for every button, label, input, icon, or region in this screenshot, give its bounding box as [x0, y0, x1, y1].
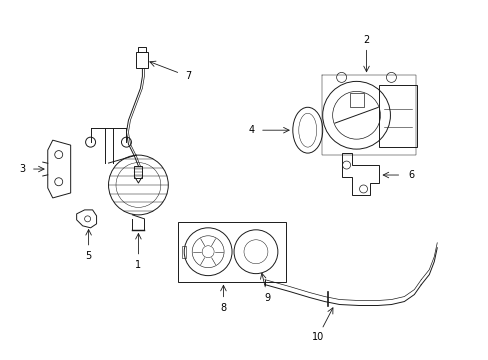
Bar [134, 166, 142, 178]
Bar [138, 46, 146, 53]
Bar [349, 93, 363, 107]
Text: 3: 3 [20, 164, 26, 174]
Bar [136, 53, 148, 68]
Text: 10: 10 [311, 332, 323, 342]
Text: 9: 9 [264, 293, 270, 302]
Text: 7: 7 [185, 71, 191, 81]
Text: 2: 2 [363, 35, 369, 45]
Text: 6: 6 [407, 170, 414, 180]
Text: 1: 1 [135, 260, 141, 270]
Bar [379, 85, 416, 147]
Text: 8: 8 [220, 302, 226, 312]
Text: 4: 4 [248, 125, 255, 135]
Bar [178, 222, 285, 282]
Bar [182, 246, 186, 258]
Text: 5: 5 [85, 251, 92, 261]
